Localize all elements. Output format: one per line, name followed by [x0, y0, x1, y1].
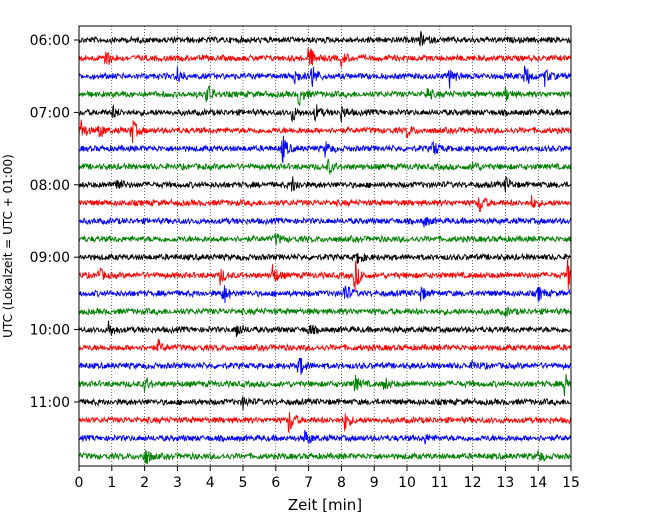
trace-0715 [78, 119, 572, 144]
trace-0945 [78, 306, 572, 317]
x-tick-label: 5 [239, 475, 248, 491]
trace-0930 [78, 285, 572, 304]
trace-0800 [78, 176, 572, 193]
trace-1145 [78, 449, 572, 465]
trace-0815 [78, 194, 572, 213]
x-tick-label: 2 [140, 475, 149, 491]
y-tick-label: 08:00 [30, 178, 70, 194]
trace-1045 [78, 373, 572, 397]
x-tick-label: 8 [337, 475, 346, 491]
x-tick-label: 11 [431, 475, 449, 491]
trace-0900 [78, 252, 572, 264]
trace-0745 [78, 158, 572, 176]
trace-0915 [78, 258, 572, 291]
trace-0645 [78, 84, 572, 106]
trace-0630 [78, 65, 572, 89]
x-tick-label: 13 [496, 475, 514, 491]
x-tick-label: 0 [75, 475, 84, 491]
x-tick-label: 12 [464, 475, 482, 491]
y-tick-label: 06:00 [30, 33, 70, 49]
x-tick-label: 14 [529, 475, 547, 491]
x-tick-label: 6 [271, 475, 280, 491]
x-tick-label: 15 [562, 475, 580, 491]
x-tick-label: 9 [370, 475, 379, 491]
y-axis: 06:00 07:00 08:00 09:00 10:00 11:00 [30, 33, 79, 411]
trace-1100 [78, 396, 572, 411]
trace-0700 [78, 103, 572, 123]
trace-0845 [78, 232, 572, 245]
trace-1015 [78, 338, 572, 353]
traces-layer [78, 31, 572, 465]
y-tick-label: 07:00 [30, 105, 70, 121]
x-tick-label: 10 [398, 475, 416, 491]
y-tick-label: 10:00 [30, 323, 70, 339]
x-tick-label: 1 [107, 475, 116, 491]
y-tick-label: 11:00 [30, 395, 70, 411]
x-tick-label: 3 [173, 475, 182, 491]
trace-1115 [78, 412, 572, 434]
trace-1000 [78, 320, 572, 337]
y-tick-label: 09:00 [30, 250, 70, 266]
x-tick-label: 7 [304, 475, 313, 491]
trace-0830 [78, 216, 572, 228]
plot-frame [78, 25, 572, 467]
x-axis-label: Zeit [min] [288, 496, 362, 514]
x-axis: 0 1 2 3 4 5 6 7 8 9 10 11 12 13 14 15 [75, 466, 580, 491]
trace-1130 [78, 429, 572, 446]
y-axis-label: UTC (Lokalzeit = UTC + 01:00) [1, 154, 15, 338]
trace-0600 [78, 31, 572, 47]
x-tick-label: 4 [206, 475, 215, 491]
trace-1030 [78, 357, 572, 376]
grid-layer [111, 26, 539, 466]
trace-0730 [78, 135, 572, 164]
trace-0615 [78, 47, 572, 68]
